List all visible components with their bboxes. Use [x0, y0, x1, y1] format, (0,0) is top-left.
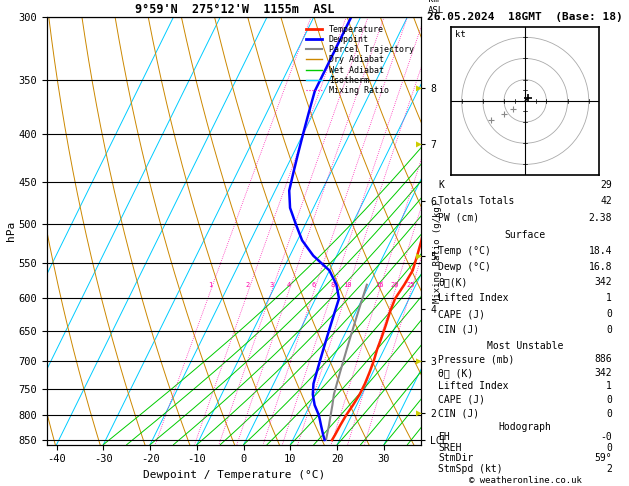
Text: StmSpd (kt): StmSpd (kt)	[438, 464, 503, 473]
Text: kt: kt	[455, 30, 466, 39]
Text: 6: 6	[311, 282, 316, 288]
Text: 20: 20	[391, 282, 399, 288]
Text: Lifted Index: Lifted Index	[438, 293, 509, 303]
Text: θᴇ (K): θᴇ (K)	[438, 368, 474, 378]
Text: 3: 3	[269, 282, 274, 288]
Text: θᴇ(K): θᴇ(K)	[438, 278, 468, 287]
Text: CAPE (J): CAPE (J)	[438, 395, 486, 405]
Text: 2: 2	[246, 282, 250, 288]
Text: CIN (J): CIN (J)	[438, 325, 479, 335]
Text: © weatheronline.co.uk: © weatheronline.co.uk	[469, 475, 582, 485]
Text: 42: 42	[600, 196, 612, 206]
Text: -0: -0	[600, 432, 612, 442]
Text: Dewp (°C): Dewp (°C)	[438, 261, 491, 272]
Text: ▶: ▶	[416, 251, 422, 260]
Text: 2: 2	[606, 464, 612, 473]
Text: Pressure (mb): Pressure (mb)	[438, 354, 515, 364]
Legend: Temperature, Dewpoint, Parcel Trajectory, Dry Adiabat, Wet Adiabat, Isotherm, Mi: Temperature, Dewpoint, Parcel Trajectory…	[303, 21, 417, 98]
Text: Hodograph: Hodograph	[499, 422, 552, 432]
Text: Surface: Surface	[504, 230, 546, 240]
X-axis label: Dewpoint / Temperature (°C): Dewpoint / Temperature (°C)	[143, 470, 325, 480]
Text: EH: EH	[438, 432, 450, 442]
Text: PW (cm): PW (cm)	[438, 213, 479, 223]
Text: CIN (J): CIN (J)	[438, 409, 479, 418]
Text: 16.8: 16.8	[589, 261, 612, 272]
Text: K: K	[438, 180, 444, 190]
Text: Most Unstable: Most Unstable	[487, 341, 564, 350]
Text: 26.05.2024  18GMT  (Base: 18): 26.05.2024 18GMT (Base: 18)	[427, 12, 623, 22]
Text: Lifted Index: Lifted Index	[438, 382, 509, 391]
Text: StmDir: StmDir	[438, 453, 474, 463]
Text: 886: 886	[594, 354, 612, 364]
Text: 8: 8	[330, 282, 335, 288]
Text: 342: 342	[594, 278, 612, 287]
Text: 0: 0	[606, 443, 612, 452]
Text: ▶: ▶	[416, 356, 422, 366]
Text: 29: 29	[600, 180, 612, 190]
Text: ▶: ▶	[416, 408, 422, 418]
Text: 1: 1	[606, 382, 612, 391]
Text: ▶: ▶	[416, 139, 422, 149]
Text: 342: 342	[594, 368, 612, 378]
Text: 25: 25	[406, 282, 415, 288]
Text: CAPE (J): CAPE (J)	[438, 309, 486, 319]
Title: 9°59'N  275°12'W  1155m  ASL: 9°59'N 275°12'W 1155m ASL	[135, 3, 334, 16]
Text: 16: 16	[375, 282, 383, 288]
Text: ▶: ▶	[416, 83, 422, 93]
Text: 4: 4	[287, 282, 291, 288]
Text: 1: 1	[606, 293, 612, 303]
Text: 59°: 59°	[594, 453, 612, 463]
Text: 10: 10	[343, 282, 351, 288]
Y-axis label: hPa: hPa	[6, 221, 16, 241]
Text: 0: 0	[606, 325, 612, 335]
Text: 1: 1	[208, 282, 213, 288]
Text: 2.38: 2.38	[589, 213, 612, 223]
Text: 0: 0	[606, 395, 612, 405]
Text: SREH: SREH	[438, 443, 462, 452]
Text: Temp (°C): Temp (°C)	[438, 246, 491, 256]
Text: Mixing Ratio (g/kg): Mixing Ratio (g/kg)	[433, 201, 442, 303]
Text: 0: 0	[606, 309, 612, 319]
Text: 0: 0	[606, 409, 612, 418]
Text: Totals Totals: Totals Totals	[438, 196, 515, 206]
Text: km
ASL: km ASL	[428, 0, 444, 15]
Text: 18.4: 18.4	[589, 246, 612, 256]
